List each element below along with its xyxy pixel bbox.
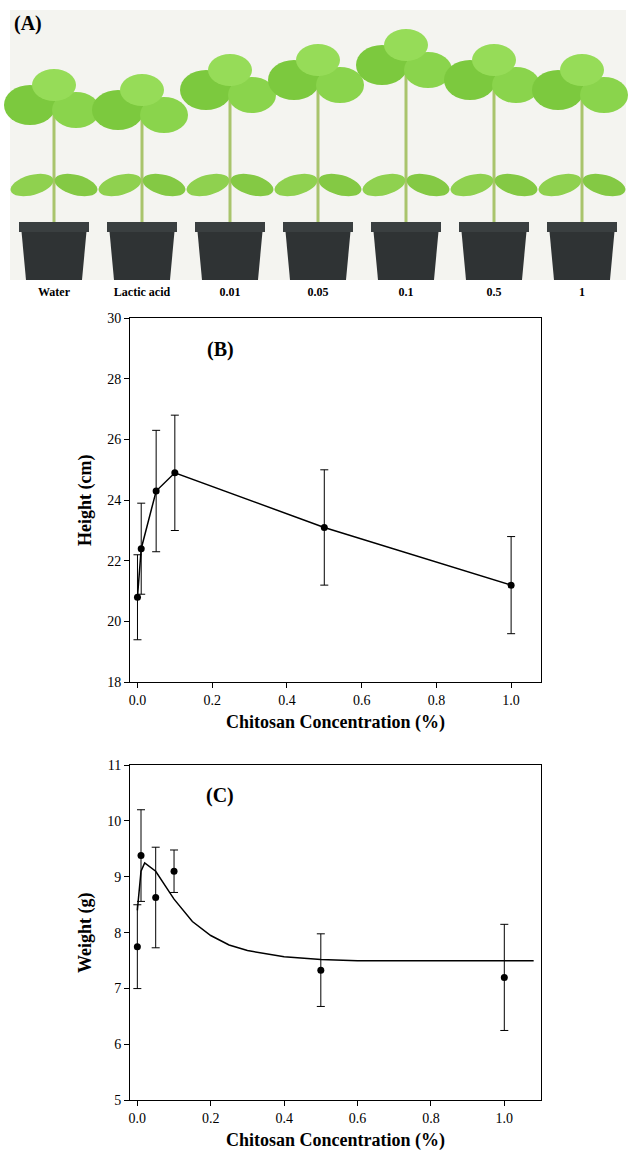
svg-text:24: 24 bbox=[107, 493, 121, 508]
svg-text:8: 8 bbox=[114, 926, 121, 941]
svg-text:0.5: 0.5 bbox=[487, 285, 502, 299]
svg-text:7: 7 bbox=[114, 981, 121, 996]
svg-text:0.6: 0.6 bbox=[349, 1111, 367, 1126]
svg-text:Weight (g): Weight (g) bbox=[75, 892, 96, 973]
svg-text:30: 30 bbox=[107, 311, 121, 326]
svg-text:Height (cm): Height (cm) bbox=[75, 454, 96, 545]
svg-text:28: 28 bbox=[107, 372, 121, 387]
svg-text:0.4: 0.4 bbox=[278, 693, 296, 708]
svg-text:1.0: 1.0 bbox=[496, 1111, 514, 1126]
svg-text:20: 20 bbox=[107, 614, 121, 629]
svg-text:(A): (A) bbox=[14, 12, 42, 35]
svg-text:0.01: 0.01 bbox=[220, 285, 241, 299]
svg-text:Chitosan Concentration (%): Chitosan Concentration (%) bbox=[226, 1130, 445, 1151]
svg-text:Chitosan Concentration (%): Chitosan Concentration (%) bbox=[226, 712, 445, 733]
svg-text:0.6: 0.6 bbox=[353, 693, 371, 708]
svg-text:(B): (B) bbox=[207, 338, 234, 361]
svg-text:5: 5 bbox=[114, 1093, 121, 1108]
svg-text:26: 26 bbox=[107, 432, 121, 447]
svg-text:1: 1 bbox=[579, 285, 585, 299]
svg-text:Lactic acid: Lactic acid bbox=[114, 285, 171, 299]
svg-text:9: 9 bbox=[114, 870, 121, 885]
svg-text:6: 6 bbox=[114, 1037, 121, 1052]
svg-text:0.2: 0.2 bbox=[202, 1111, 220, 1126]
svg-text:0.8: 0.8 bbox=[428, 693, 446, 708]
svg-text:0.0: 0.0 bbox=[129, 693, 147, 708]
svg-text:1.0: 1.0 bbox=[502, 693, 520, 708]
svg-text:0.0: 0.0 bbox=[129, 1111, 147, 1126]
svg-text:(C): (C) bbox=[206, 784, 234, 807]
svg-text:22: 22 bbox=[107, 554, 121, 569]
svg-text:0.4: 0.4 bbox=[275, 1111, 293, 1126]
svg-text:0.8: 0.8 bbox=[422, 1111, 440, 1126]
svg-text:18: 18 bbox=[107, 675, 121, 690]
svg-text:0.1: 0.1 bbox=[399, 285, 414, 299]
svg-text:0.05: 0.05 bbox=[308, 285, 329, 299]
svg-text:11: 11 bbox=[108, 758, 121, 773]
svg-text:0.2: 0.2 bbox=[203, 693, 221, 708]
svg-text:10: 10 bbox=[107, 814, 121, 829]
svg-text:Water: Water bbox=[38, 285, 71, 299]
